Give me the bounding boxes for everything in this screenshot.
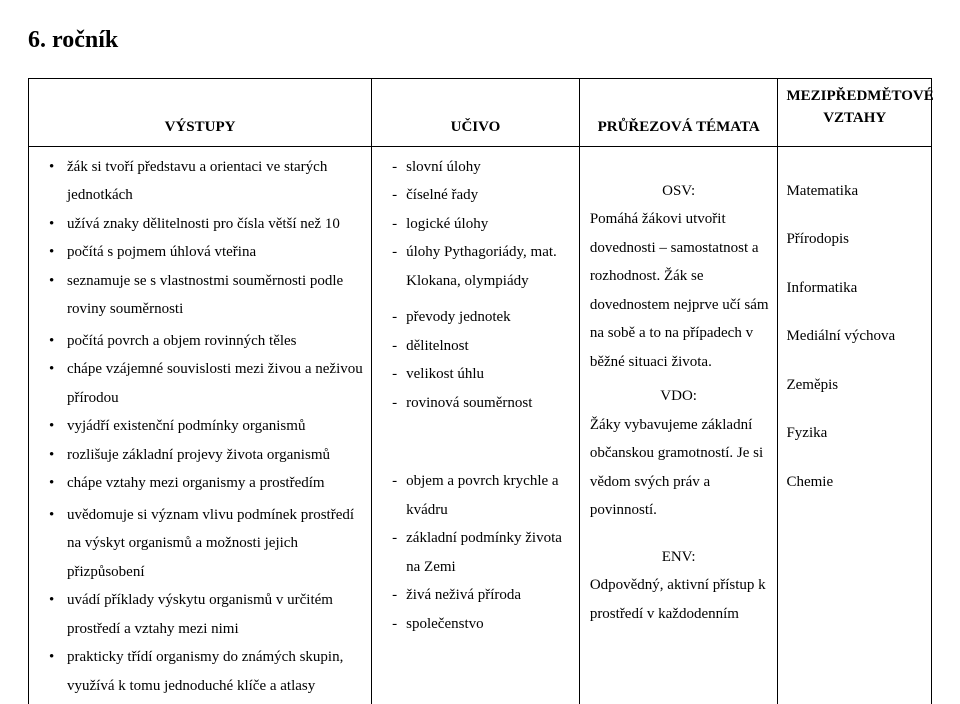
body-row: žák si tvoří představu a orientaci ve st… (29, 146, 932, 704)
list-item: uvědomuje si význam vlivu podmínek prost… (55, 501, 363, 587)
list-item: seznamuje se s vlastnostmi souměrnosti p… (55, 267, 363, 324)
cell-vztahy: Matematika Přírodopis Informatika Mediál… (778, 146, 932, 704)
subject-item: Zeměpis (786, 371, 923, 400)
env-text: Odpovědný, aktivní přístup k prostředí v… (588, 571, 770, 628)
vdo-label: VDO: (588, 382, 770, 411)
ucivo-group-3: objem a povrch krychle a kvádru základní… (380, 467, 571, 638)
list-item: velikost úhlu (392, 360, 571, 389)
list-item: počítá s pojmem úhlová vteřina (55, 238, 363, 267)
list-item: úlohy Pythagoriády, mat. Klokana, olympi… (392, 238, 571, 295)
list-item: objem a povrch krychle a kvádru (392, 467, 571, 524)
list-item: číselné řady (392, 181, 571, 210)
header-vystupy: VÝSTUPY (29, 78, 372, 146)
list-item: společenstvo (392, 610, 571, 639)
list-item: základní podmínky života na Zemi (392, 524, 571, 581)
vystupy-group-1: žák si tvoří představu a orientaci ve st… (37, 153, 363, 324)
list-item: živá neživá příroda (392, 581, 571, 610)
page-title: 6. ročník (28, 18, 932, 64)
subject-item: Matematika (786, 177, 923, 206)
list-item: užívá znaky dělitelnosti pro čísla větší… (55, 210, 363, 239)
ucivo-group-1: slovní úlohy číselné řady logické úlohy … (380, 153, 571, 296)
list-item: chápe vztahy mezi organismy a prostředím (55, 469, 363, 498)
list-item: logické úlohy (392, 210, 571, 239)
vdo-text: Žáky vybavujeme základní občanskou gramo… (588, 411, 770, 525)
subject-item: Přírodopis (786, 225, 923, 254)
header-row: VÝSTUPY UČIVO PRŮŘEZOVÁ TÉMATA MEZIPŘEDM… (29, 78, 932, 146)
list-item: počítá povrch a objem rovinných těles (55, 327, 363, 356)
vystupy-group-2: počítá povrch a objem rovinných těles ch… (37, 327, 363, 498)
subject-item: Mediální výchova (786, 322, 923, 351)
list-item: chápe vzájemné souvislosti mezi živou a … (55, 355, 363, 412)
cell-ucivo: slovní úlohy číselné řady logické úlohy … (372, 146, 580, 704)
cell-vystupy: žák si tvoří představu a orientaci ve st… (29, 146, 372, 704)
list-item: vyjádří existenční podmínky organismů (55, 412, 363, 441)
list-item: převody jednotek (392, 303, 571, 332)
vystupy-group-3: uvědomuje si význam vlivu podmínek prost… (37, 501, 363, 701)
header-vztahy: MEZIPŘEDMĚTOVÉVZTAHY (778, 78, 932, 146)
list-item: prakticky třídí organismy do známých sku… (55, 643, 363, 700)
list-item: rovinová souměrnost (392, 389, 571, 418)
list-item: rozlišuje základní projevy života organi… (55, 441, 363, 470)
list-item: dělitelnost (392, 332, 571, 361)
subject-item: Informatika (786, 274, 923, 303)
env-label: ENV: (588, 543, 770, 572)
cell-prurezova: OSV: Pomáhá žákovi utvořit dovednosti – … (579, 146, 778, 704)
header-ucivo: UČIVO (372, 78, 580, 146)
subject-item: Fyzika (786, 419, 923, 448)
subjects-list: Matematika Přírodopis Informatika Mediál… (786, 177, 923, 497)
list-item: slovní úlohy (392, 153, 571, 182)
osv-label: OSV: (588, 177, 770, 206)
subject-item: Chemie (786, 468, 923, 497)
osv-text: Pomáhá žákovi utvořit dovednosti – samos… (588, 205, 770, 376)
list-item: uvádí příklady výskytu organismů v určit… (55, 586, 363, 643)
ucivo-group-2: převody jednotek dělitelnost velikost úh… (380, 303, 571, 417)
list-item: žák si tvoří představu a orientaci ve st… (55, 153, 363, 210)
header-prurezova: PRŮŘEZOVÁ TÉMATA (579, 78, 778, 146)
curriculum-table: VÝSTUPY UČIVO PRŮŘEZOVÁ TÉMATA MEZIPŘEDM… (28, 78, 932, 704)
